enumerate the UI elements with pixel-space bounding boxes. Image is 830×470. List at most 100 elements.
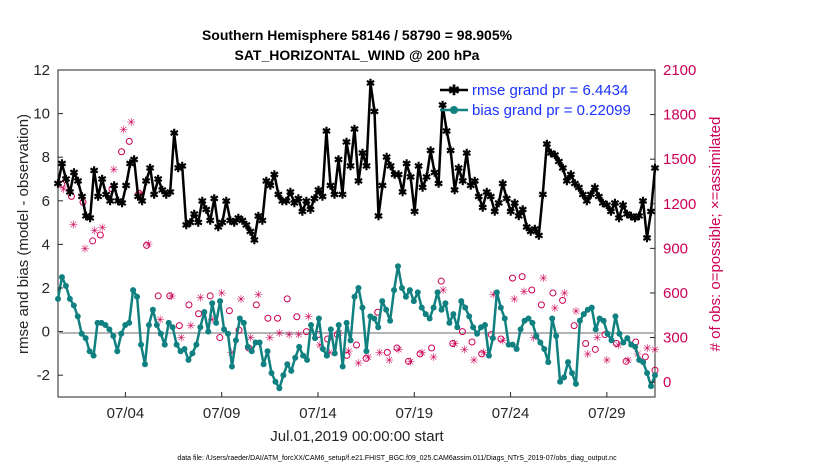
bias-point [58, 274, 65, 281]
obs-assimilated-point: ✳ [498, 336, 507, 348]
rmse-point: ✱ [81, 211, 90, 223]
bias-point [537, 339, 544, 346]
rmse-point: ✱ [322, 126, 331, 138]
series-lines: ✱✱✱✱✱✱✱✱✱✱✱✱✱✱✱✱✱✱✱✱✱✱✱✱✱✱✱✱✱✱✱✱✱✱✱✱✱✱✱✱… [53, 78, 660, 392]
bias-point [256, 339, 263, 346]
rmse-point: ✱ [450, 185, 459, 197]
obs-assimilated-point: ✳ [59, 184, 68, 196]
rmse-point: ✱ [438, 100, 447, 112]
obs-assimilated-point: ✳ [80, 243, 89, 255]
rmse-point: ✱ [422, 172, 431, 184]
rmse-point: ✱ [278, 196, 287, 208]
bias-point [248, 348, 255, 355]
bias-point [126, 319, 133, 326]
rmse-point: ✱ [402, 159, 411, 171]
obs-assimilated-point: ✳ [479, 347, 488, 359]
rmse-point: ✱ [101, 189, 110, 201]
y-tick-right-label: 1500 [663, 151, 696, 168]
x-tick-label: 07/29 [588, 405, 626, 422]
rmse-point: ✱ [97, 174, 106, 186]
rmse-point: ✱ [338, 189, 347, 201]
y-axis-label-right: # of obs: o=possible; ×=assimilated [707, 117, 724, 352]
bias-point [288, 367, 295, 374]
rmse-point: ✱ [89, 165, 98, 177]
bias-point [240, 319, 247, 326]
rmse-point: ✱ [626, 211, 635, 223]
rmse-point: ✱ [426, 146, 435, 158]
rmse-point: ✱ [93, 191, 102, 203]
rmse-point: ✱ [602, 200, 611, 212]
bias-point [311, 335, 318, 342]
rmse-point: ✱ [206, 215, 215, 227]
obs-possible-point [622, 357, 630, 365]
y-tick-right-label: 1800 [663, 107, 696, 124]
obs-possible-point [96, 231, 104, 239]
y-tick-right-label: 900 [663, 240, 688, 257]
obs-assimilated-point: ✳ [614, 340, 623, 352]
bias-point [359, 304, 366, 311]
rmse-point: ✱ [218, 218, 227, 230]
obs-possible-point [428, 344, 436, 352]
rmse-point: ✱ [502, 194, 511, 206]
rmse-point: ✱ [414, 161, 423, 173]
rmse-point: ✱ [470, 176, 479, 188]
rmse-point: ✱ [210, 194, 219, 206]
obs-possible-point [216, 334, 224, 342]
rmse-point: ✱ [606, 207, 615, 219]
obs-possible-point [143, 241, 151, 249]
bias-point [327, 326, 334, 333]
y-tick-left-label: 10 [33, 106, 50, 123]
rmse-point: ✱ [538, 189, 547, 201]
rmse-point: ✱ [590, 183, 599, 195]
bias-point [90, 352, 97, 359]
obs-possible-point [125, 137, 133, 145]
bias-point [280, 372, 287, 379]
bias-point [141, 361, 148, 368]
rmse-point: ✱ [454, 163, 463, 175]
rmse-point: ✱ [61, 174, 70, 186]
bias-point [114, 348, 121, 355]
rmse-point: ✱ [598, 198, 607, 210]
rmse-point: ✱ [442, 126, 451, 138]
bias-point [165, 319, 172, 326]
bias-point [221, 326, 228, 333]
bias-point [74, 313, 81, 320]
bias-point [351, 293, 358, 300]
bias-point [260, 361, 267, 368]
obs-assimilated-point: ✳ [643, 343, 652, 355]
rmse-line [56, 81, 657, 242]
bias-point [592, 326, 599, 333]
rmse-point: ✱ [290, 198, 299, 210]
bias-point [513, 346, 520, 353]
bias-point [509, 341, 516, 348]
bias-point [422, 311, 429, 318]
obs-possible-point [641, 353, 649, 361]
obs-assimilated-point: ✳ [344, 346, 353, 358]
obs-assimilated-point: ✳ [265, 333, 274, 345]
bias-point [153, 322, 160, 329]
obs-assimilated-point: ✳ [385, 355, 394, 367]
rmse-point: ✱ [474, 191, 483, 203]
bias-point [264, 348, 271, 355]
obs-possible-point [206, 292, 214, 300]
rmse-point: ✱ [434, 178, 443, 190]
bias-point [55, 295, 61, 302]
obs-assimilated-point: ✳ [196, 292, 205, 304]
rmse-point: ✱ [546, 148, 555, 160]
bias-point [485, 352, 492, 359]
bias-point [173, 341, 180, 348]
bias-point [438, 306, 445, 313]
rmse-point: ✱ [650, 163, 659, 175]
rmse-point: ✱ [138, 196, 147, 208]
obs-possible-point [293, 313, 301, 321]
rmse-point: ✱ [618, 200, 627, 212]
obs-possible-point [404, 357, 412, 365]
rmse-point: ✱ [154, 174, 163, 186]
rmse-point: ✱ [266, 181, 275, 193]
obs-possible-point [383, 348, 391, 356]
rmse-point: ✱ [482, 187, 491, 199]
rmse-point: ✱ [594, 191, 603, 203]
bias-point [308, 322, 315, 329]
obs-assimilated-point: ✳ [354, 358, 363, 370]
rmse-point: ✱ [466, 181, 475, 193]
